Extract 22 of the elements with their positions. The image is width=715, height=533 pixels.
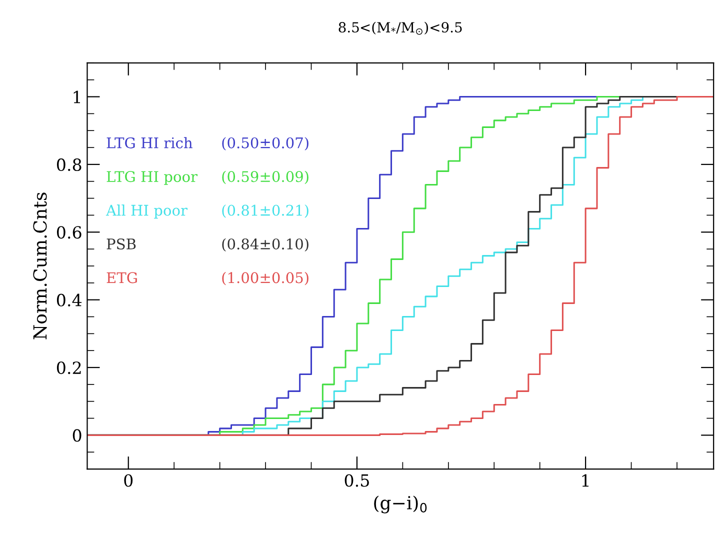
x-tick-label: 1 bbox=[582, 474, 588, 487]
annotation: (0.59±0.09) bbox=[222, 170, 308, 184]
annotation: (0.50±0.07) bbox=[222, 137, 308, 150]
chart-title: 8.5<(M$_{*}$/M$_{⊙}$)<9.5 bbox=[338, 22, 462, 35]
text: PSB bbox=[106, 238, 136, 250]
x-axis-title: (g−i)$_{0}$ bbox=[374, 496, 427, 514]
text: ETG bbox=[106, 272, 137, 284]
y-tick-label: 0.4 bbox=[56, 294, 82, 306]
text: All HI poor bbox=[106, 204, 188, 219]
x-tick-label: 0 bbox=[124, 474, 133, 487]
text: LTG HI rich bbox=[106, 137, 192, 148]
y-tick-label: 0 bbox=[72, 429, 82, 442]
annotation: (0.84±0.10) bbox=[222, 238, 308, 252]
annotation: (0.81±0.21) bbox=[222, 204, 308, 218]
x-tick-label: 0.5 bbox=[344, 474, 369, 487]
y-tick-label: 1 bbox=[74, 90, 80, 104]
y-tick-label: 0.2 bbox=[56, 361, 81, 374]
y-axis-title: Norm.Cum.Cnts bbox=[33, 192, 47, 340]
annotation: (1.00±0.05) bbox=[222, 272, 308, 286]
y-tick-label: 0.8 bbox=[56, 158, 82, 171]
text: LTG HI poor bbox=[106, 171, 198, 185]
y-tick-label: 0.6 bbox=[56, 226, 82, 239]
